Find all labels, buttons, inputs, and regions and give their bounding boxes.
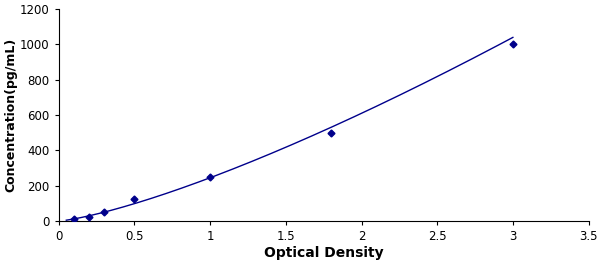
Y-axis label: Concentration(pg/mL): Concentration(pg/mL) [4,38,17,192]
X-axis label: Optical Density: Optical Density [264,246,383,260]
